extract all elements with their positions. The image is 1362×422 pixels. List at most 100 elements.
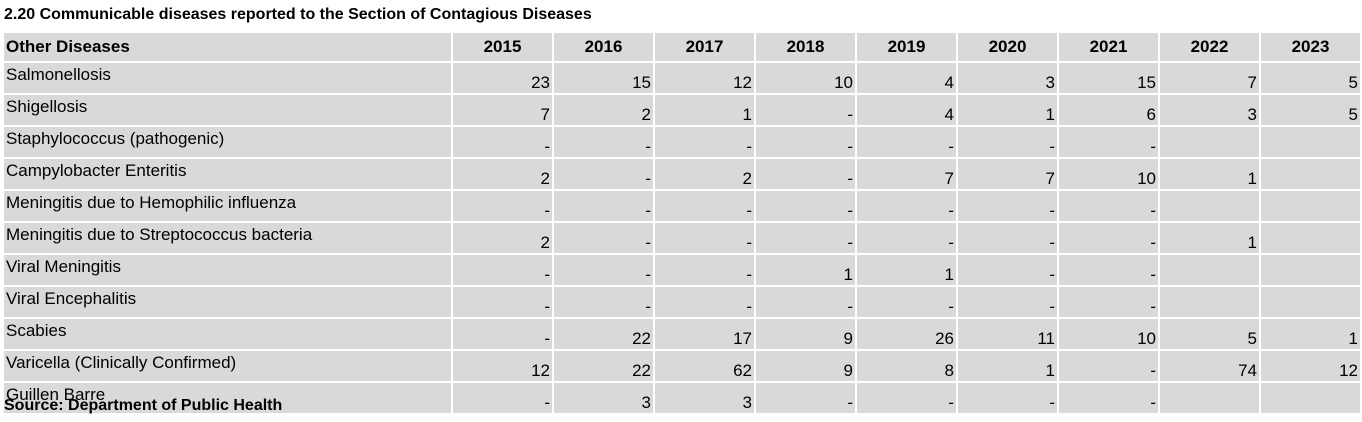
column-header-disease: Other Diseases bbox=[2, 31, 453, 63]
case-count-cell: 15 bbox=[1057, 61, 1160, 95]
table-row: Meningitis due to Hemophilic influenza - -… bbox=[2, 189, 1362, 223]
case-count-cell bbox=[1259, 125, 1362, 159]
case-count-cell: 10 bbox=[1057, 317, 1160, 351]
case-count-cell: 2 bbox=[451, 221, 554, 255]
case-count-cell: - bbox=[552, 157, 655, 191]
table-row: Varicella (Clinically Confirmed) 12 22 62 9 8… bbox=[2, 349, 1362, 383]
case-count-cell: 11 bbox=[956, 317, 1059, 351]
case-count-cell: 1 bbox=[1158, 221, 1261, 255]
column-header-year: 2022 bbox=[1158, 31, 1261, 63]
case-count-cell: - bbox=[1057, 221, 1160, 255]
disease-name-cell: Viral Meningitis bbox=[2, 253, 453, 287]
case-count-cell bbox=[1259, 285, 1362, 319]
disease-name-cell: Meningitis due to Streptococcus bacteria bbox=[2, 221, 453, 255]
case-count-cell bbox=[1259, 189, 1362, 223]
case-count-cell: 1 bbox=[1158, 157, 1261, 191]
case-count-cell: - bbox=[956, 253, 1059, 287]
column-header-year: 2017 bbox=[653, 31, 756, 63]
diseases-table: Other Diseases 2015 2016 2017 2018 2019 … bbox=[2, 31, 1362, 415]
case-count-cell bbox=[1259, 381, 1362, 415]
case-count-cell: 2 bbox=[451, 157, 554, 191]
column-header-year: 2021 bbox=[1057, 31, 1160, 63]
case-count-cell: 5 bbox=[1158, 317, 1261, 351]
case-count-cell: 7 bbox=[855, 157, 958, 191]
case-count-cell: - bbox=[855, 381, 958, 415]
case-count-cell: 62 bbox=[653, 349, 756, 383]
case-count-cell: 17 bbox=[653, 317, 756, 351]
case-count-cell: - bbox=[653, 189, 756, 223]
case-count-cell: 12 bbox=[1259, 349, 1362, 383]
table-row: Staphylococcus (pathogenic) - - - - - - - bbox=[2, 125, 1362, 159]
case-count-cell: - bbox=[754, 285, 857, 319]
table-row: Shigellosis 7 2 1-4 1 6 3 5 bbox=[2, 93, 1362, 127]
header-row: Other Diseases 2015 2016 2017 2018 2019 … bbox=[2, 31, 1362, 63]
case-count-cell: 12 bbox=[451, 349, 554, 383]
case-count-cell: 1 bbox=[653, 93, 756, 127]
case-count-cell: 5 bbox=[1259, 61, 1362, 95]
case-count-cell: - bbox=[1057, 253, 1160, 287]
case-count-cell: 1 bbox=[1259, 317, 1362, 351]
disease-name-cell: Meningitis due to Hemophilic influenza bbox=[2, 189, 453, 223]
case-count-cell: 4 bbox=[855, 93, 958, 127]
table-row: Viral Meningitis - - -1 1- - bbox=[2, 253, 1362, 287]
case-count-cell bbox=[1158, 253, 1261, 287]
case-count-cell bbox=[1158, 125, 1261, 159]
table-title: 2.20 Communicable diseases reported to t… bbox=[4, 6, 592, 23]
column-header-year: 2018 bbox=[754, 31, 857, 63]
case-count-cell: - bbox=[451, 125, 554, 159]
case-count-cell: - bbox=[754, 189, 857, 223]
case-count-cell: - bbox=[451, 285, 554, 319]
case-count-cell: - bbox=[855, 125, 958, 159]
case-count-cell: 7 bbox=[956, 157, 1059, 191]
case-count-cell: - bbox=[451, 381, 554, 415]
case-count-cell: 2 bbox=[552, 93, 655, 127]
case-count-cell: - bbox=[653, 221, 756, 255]
case-count-cell: 22 bbox=[552, 317, 655, 351]
source-note: Source: Department of Public Health bbox=[4, 397, 283, 414]
case-count-cell: - bbox=[855, 221, 958, 255]
case-count-cell: - bbox=[855, 285, 958, 319]
case-count-cell: 10 bbox=[1057, 157, 1160, 191]
table-row: Salmonellosis 23 15 12 10 4 3 15 7 5 bbox=[2, 61, 1362, 95]
case-count-cell: - bbox=[1057, 189, 1160, 223]
disease-name-cell: Shigellosis bbox=[2, 93, 453, 127]
case-count-cell: 7 bbox=[451, 93, 554, 127]
case-count-cell: 9 bbox=[754, 349, 857, 383]
case-count-cell: - bbox=[754, 125, 857, 159]
disease-name-cell: Viral Encephalitis bbox=[2, 285, 453, 319]
disease-name-cell: Salmonellosis bbox=[2, 61, 453, 95]
column-header-year: 2023 bbox=[1259, 31, 1362, 63]
disease-name-cell: Scabies bbox=[2, 317, 453, 351]
table-row: Campylobacter Enteritis 2-2-7 7 10 1 bbox=[2, 157, 1362, 191]
case-count-cell: 74 bbox=[1158, 349, 1261, 383]
case-count-cell: - bbox=[653, 285, 756, 319]
case-count-cell: 9 bbox=[754, 317, 857, 351]
case-count-cell: - bbox=[956, 125, 1059, 159]
table-row: Meningitis due to Streptococcus bacteria… bbox=[2, 221, 1362, 255]
case-count-cell: 2 bbox=[653, 157, 756, 191]
table-body: Salmonellosis 23 15 12 10 4 3 15 7 5 Shigellosis 7 2… bbox=[2, 61, 1362, 415]
case-count-cell: 1 bbox=[855, 253, 958, 287]
case-count-cell: - bbox=[653, 253, 756, 287]
table-row: Scabies -22 17 9 26 11 10 5 1 bbox=[2, 317, 1362, 351]
case-count-cell: - bbox=[754, 93, 857, 127]
case-count-cell: - bbox=[653, 125, 756, 159]
case-count-cell: - bbox=[1057, 349, 1160, 383]
case-count-cell: - bbox=[552, 285, 655, 319]
case-count-cell: - bbox=[552, 221, 655, 255]
case-count-cell: 5 bbox=[1259, 93, 1362, 127]
case-count-cell: - bbox=[1057, 381, 1160, 415]
case-count-cell: - bbox=[754, 381, 857, 415]
case-count-cell: 10 bbox=[754, 61, 857, 95]
case-count-cell: - bbox=[754, 221, 857, 255]
disease-name-cell: Varicella (Clinically Confirmed) bbox=[2, 349, 453, 383]
case-count-cell: 8 bbox=[855, 349, 958, 383]
column-header-year: 2020 bbox=[956, 31, 1059, 63]
case-count-cell: - bbox=[855, 189, 958, 223]
case-count-cell: - bbox=[451, 317, 554, 351]
case-count-cell: - bbox=[956, 285, 1059, 319]
case-count-cell: - bbox=[451, 253, 554, 287]
case-count-cell: 6 bbox=[1057, 93, 1160, 127]
case-count-cell: 22 bbox=[552, 349, 655, 383]
table-row: Viral Encephalitis - - - - - - - bbox=[2, 285, 1362, 319]
